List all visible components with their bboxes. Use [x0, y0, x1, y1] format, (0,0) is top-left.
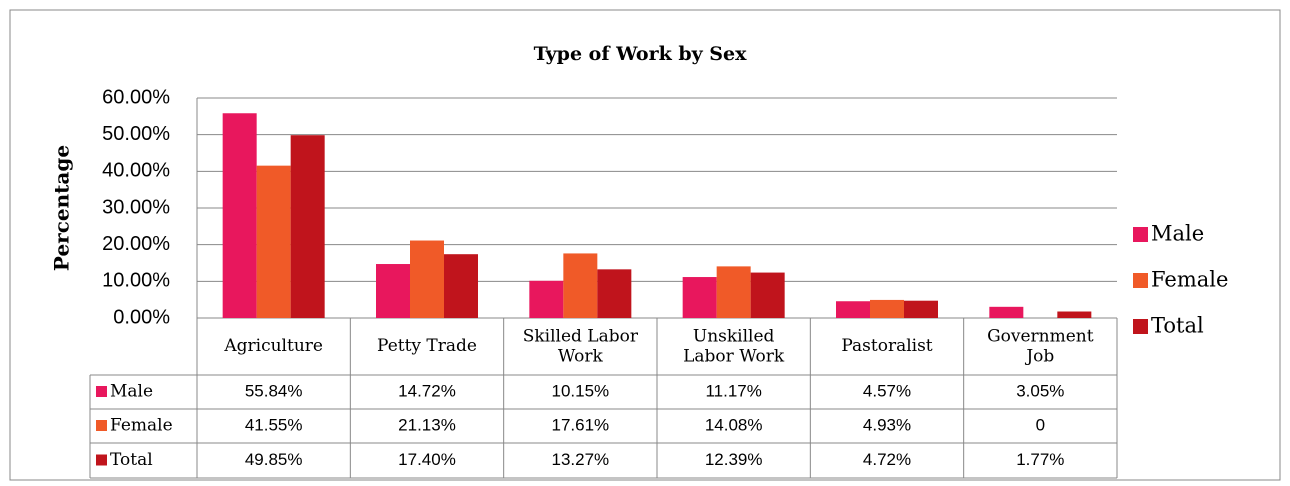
- data-label: 41.55%: [245, 415, 303, 434]
- bar: [376, 264, 410, 318]
- legend-label: Total: [1151, 314, 1204, 338]
- x-tick-label: Government Job: [987, 326, 1094, 366]
- data-label: 1.77%: [1016, 450, 1064, 469]
- bar: [1057, 311, 1092, 318]
- data-label: 11.17%: [705, 381, 761, 400]
- bar: [256, 165, 291, 318]
- data-label: 4.57%: [863, 381, 911, 400]
- bar: [989, 306, 1024, 318]
- y-tick-label: 40.00%: [102, 160, 170, 182]
- data-label: 17.61%: [551, 415, 609, 434]
- x-tick-label: Skilled Labor Work: [523, 326, 639, 366]
- bar: [222, 113, 257, 319]
- bar: [682, 277, 717, 318]
- data-label: 0: [1036, 415, 1045, 434]
- data-label: 17.40%: [398, 450, 456, 469]
- bar: [836, 301, 870, 318]
- legend-swatch: [96, 386, 107, 397]
- legend-label: Female: [1151, 268, 1228, 292]
- legend-swatch: [96, 454, 107, 466]
- bar: [410, 240, 444, 318]
- table-row-label: Female: [110, 416, 173, 436]
- legend-label: Male: [1151, 222, 1204, 246]
- data-label: 21.13%: [398, 415, 456, 434]
- legend-swatch: [1133, 319, 1148, 334]
- legend-swatch: [1133, 273, 1148, 288]
- bar: [597, 269, 632, 318]
- y-tick-label: 0.00%: [113, 306, 170, 328]
- bar: [444, 254, 478, 318]
- bar: [563, 253, 598, 318]
- data-label: 12.39%: [705, 450, 763, 469]
- table-row-label: Total: [110, 450, 153, 470]
- x-tick-label: Agriculture: [223, 336, 323, 356]
- x-tick-label: Pastoralist: [841, 336, 932, 356]
- y-tick-label: 20.00%: [102, 233, 170, 255]
- y-tick-label: 60.00%: [102, 86, 170, 108]
- bar: [904, 300, 938, 318]
- y-tick-label: 50.00%: [102, 123, 170, 145]
- table-row-label: Male: [110, 382, 153, 402]
- bar: [529, 280, 564, 318]
- data-label: 10.15%: [551, 381, 609, 400]
- y-axis-label: Percentage: [50, 145, 74, 271]
- data-label: 14.08%: [705, 415, 763, 434]
- legend-swatch: [96, 420, 107, 431]
- data-label: 13.27%: [551, 450, 609, 469]
- x-tick-label: Petty Trade: [377, 336, 477, 356]
- legend-swatch: [1133, 227, 1148, 242]
- data-label: 14.72%: [398, 381, 456, 400]
- bar: [716, 266, 751, 318]
- y-tick-label: 30.00%: [102, 196, 170, 218]
- data-label: 3.05%: [1016, 381, 1064, 400]
- data-label: 4.72%: [863, 450, 911, 469]
- bar: [750, 272, 785, 318]
- bar: [290, 135, 325, 318]
- data-label: 49.85%: [245, 450, 303, 469]
- data-label: 4.93%: [863, 415, 911, 434]
- y-tick-label: 10.00%: [102, 270, 170, 292]
- bar: [870, 299, 904, 318]
- data-label: 55.84%: [245, 381, 303, 400]
- chart-title: Type of Work by Sex: [534, 43, 748, 65]
- x-tick-label: Unskilled Labor Work: [683, 326, 785, 366]
